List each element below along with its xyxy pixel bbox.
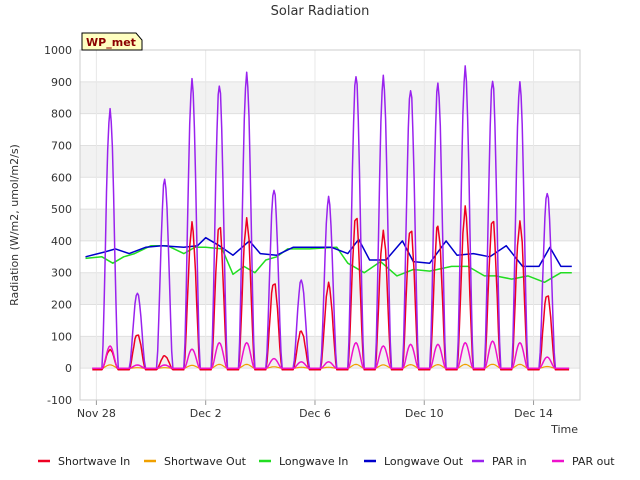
x-tick-label: Nov 28 [77,407,116,420]
y-tick-label: 0 [65,362,72,375]
y-axis-label: Radiation (W/m2, umol/m2/s) [8,144,21,306]
x-axis-label: Time [550,423,578,436]
chart-title: Solar Radiation [271,4,370,19]
x-tick-label: Dec 14 [514,407,553,420]
plot-frame [79,49,581,401]
series-line-par-in [92,65,570,369]
y-tick-label: 500 [51,203,72,216]
legend-label: PAR out [572,455,615,468]
series-lines [85,65,572,371]
badge-label: WP_met [86,36,136,49]
x-tick-label: Dec 2 [190,407,222,420]
legend-label: Shortwave In [58,455,130,468]
y-tick-label: 300 [51,267,72,280]
y-tick-label: 700 [51,139,72,152]
y-tick-label: 800 [51,108,72,121]
y-tick-label: 900 [51,76,72,89]
x-axis-ticks: Nov 28 Dec 2 Dec 6 Dec 10 Dec 14 [77,400,553,420]
legend: Shortwave In Shortwave Out Longwave In Long… [38,455,615,468]
y-tick-label: 100 [51,330,72,343]
legend-label: Shortwave Out [164,455,247,468]
series-line-par-out [92,340,570,369]
y-tick-label: 600 [51,171,72,184]
legend-label: PAR in [492,455,527,468]
plot-background [80,50,580,400]
y-tick-label: 400 [51,235,72,248]
station-badge: WP_met [81,32,143,51]
grid-band [80,145,580,178]
legend-label: Longwave Out [384,455,464,468]
y-tick-label: 1000 [44,44,72,57]
grid-band [80,81,580,114]
badge-shape [81,32,143,51]
series-line-shortwave-in [92,205,570,371]
x-tick-label: Dec 6 [299,407,331,420]
x-tick-label: Dec 10 [405,407,444,420]
y-tick-label: 200 [51,299,72,312]
legend-label: Longwave In [279,455,348,468]
grid-band [80,336,580,369]
y-axis-ticks: -100 0 100 200 300 400 500 600 700 800 900 1000 [44,44,72,407]
y-tick-label: -100 [47,394,72,407]
